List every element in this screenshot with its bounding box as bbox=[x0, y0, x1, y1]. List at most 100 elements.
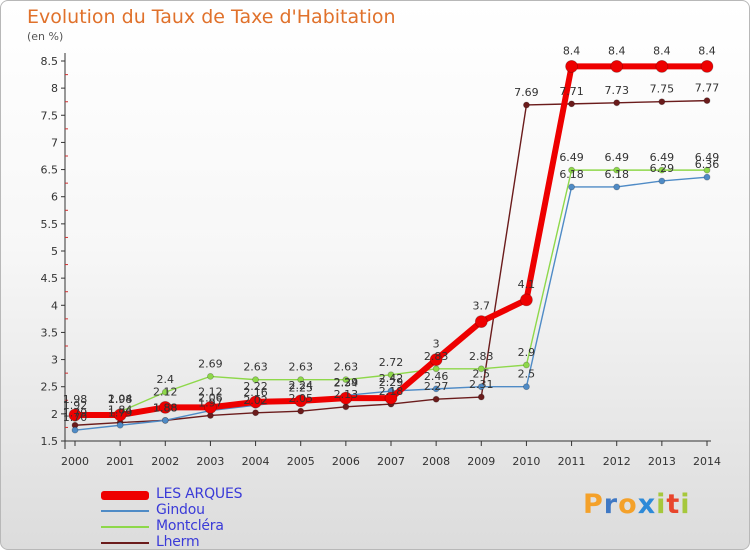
data-point-les-arques bbox=[429, 353, 443, 366]
data-label-montcl-ra: 2.63 bbox=[334, 361, 359, 374]
data-label-gindou: 2.42 bbox=[379, 372, 404, 385]
data-label-montcl-ra: 2.63 bbox=[288, 361, 313, 374]
data-label-les-arques: 1.98 bbox=[108, 393, 133, 406]
x-tick-label: 2014 bbox=[693, 455, 721, 468]
x-tick-label: 2004 bbox=[242, 455, 270, 468]
y-tick-label: 3.5 bbox=[41, 326, 59, 339]
data-point-lherm bbox=[523, 101, 530, 109]
data-label-les-arques: 8.4 bbox=[608, 44, 626, 57]
y-tick-label: 4.5 bbox=[41, 272, 59, 285]
data-point-montcl-ra bbox=[477, 365, 485, 373]
data-label-lherm: 2.18 bbox=[379, 385, 404, 398]
data-point-montcl-ra bbox=[161, 388, 169, 396]
y-tick-label: 1.5 bbox=[41, 435, 59, 448]
data-label-gindou: 2.34 bbox=[334, 376, 359, 389]
x-tick-label: 2008 bbox=[422, 455, 450, 468]
data-label-gindou: 2.46 bbox=[424, 370, 449, 383]
data-label-lherm: 7.75 bbox=[650, 83, 675, 96]
data-label-les-arques: 2.29 bbox=[334, 376, 359, 389]
data-label-montcl-ra: 6.49 bbox=[695, 151, 720, 164]
data-point-gindou bbox=[703, 173, 711, 181]
x-tick-label: 2005 bbox=[287, 455, 315, 468]
data-point-les-arques bbox=[249, 395, 262, 409]
legend-label-gindou: Gindou bbox=[156, 502, 205, 518]
data-label-gindou: 1.88 bbox=[153, 401, 178, 414]
data-point-lherm bbox=[658, 98, 666, 106]
logo-letter: t bbox=[666, 489, 681, 520]
data-point-gindou bbox=[613, 183, 621, 191]
x-tick-label: 2006 bbox=[332, 455, 360, 468]
logo-letter: x bbox=[637, 489, 657, 520]
data-label-gindou: 2.5 bbox=[473, 368, 491, 381]
data-label-lherm: 7.71 bbox=[559, 85, 584, 98]
data-label-gindou: 1.70 bbox=[63, 411, 88, 424]
y-tick-label: 5.5 bbox=[41, 218, 59, 231]
data-point-lherm bbox=[703, 97, 711, 105]
data-label-lherm: 1.79 bbox=[63, 406, 88, 419]
data-point-gindou bbox=[116, 421, 124, 429]
data-label-lherm: 7.69 bbox=[514, 86, 539, 99]
unit-label: (en %) bbox=[27, 30, 64, 43]
y-tick-label: 2.5 bbox=[41, 381, 59, 394]
data-label-lherm: 1.97 bbox=[198, 396, 223, 409]
data-label-lherm: 1.84 bbox=[108, 404, 133, 417]
data-point-les-arques bbox=[474, 315, 488, 328]
legend-label-les-arques: LES ARQUES bbox=[156, 486, 243, 502]
legend-label-lherm: Lherm bbox=[156, 534, 200, 550]
data-label-les-arques: 8.4 bbox=[653, 44, 671, 57]
data-point-les-arques bbox=[68, 408, 82, 422]
data-point-montcl-ra bbox=[613, 166, 621, 174]
data-point-les-arques bbox=[655, 60, 669, 73]
x-tick-label: 2003 bbox=[196, 455, 224, 468]
data-point-les-arques bbox=[294, 394, 308, 408]
data-label-gindou: 2.5 bbox=[518, 368, 536, 381]
data-label-lherm: 2.13 bbox=[334, 388, 359, 401]
data-label-montcl-ra: 6.49 bbox=[559, 151, 584, 164]
data-label-lherm: 1.88 bbox=[153, 401, 178, 414]
data-label-gindou: 1.79 bbox=[108, 406, 133, 419]
data-label-montcl-ra: 2.69 bbox=[198, 357, 223, 370]
data-label-les-arques: 2.29 bbox=[379, 376, 404, 389]
data-point-montcl-ra bbox=[568, 166, 575, 174]
data-point-les-arques bbox=[565, 60, 578, 73]
data-point-montcl-ra bbox=[703, 166, 711, 174]
data-label-gindou: 2.06 bbox=[198, 392, 223, 405]
legend-swatch-montclera bbox=[101, 526, 149, 528]
x-tick-label: 2011 bbox=[558, 455, 586, 468]
data-point-montcl-ra bbox=[297, 376, 305, 384]
logo-letter: o bbox=[618, 489, 638, 520]
data-label-lherm: 2.27 bbox=[424, 380, 449, 393]
data-point-lherm bbox=[568, 100, 575, 108]
y-tick-label: 7.5 bbox=[41, 109, 59, 122]
data-point-montcl-ra bbox=[342, 376, 350, 384]
logo-letter: i bbox=[680, 489, 691, 520]
legend-swatch-les-arques bbox=[101, 490, 149, 500]
data-label-montcl-ra: 2.4 bbox=[157, 373, 175, 386]
data-label-gindou: 6.36 bbox=[695, 158, 720, 171]
x-tick-label: 2002 bbox=[151, 455, 179, 468]
data-point-gindou bbox=[658, 177, 666, 185]
data-point-gindou bbox=[568, 183, 575, 191]
data-label-les-arques: 3 bbox=[433, 338, 440, 351]
data-point-gindou bbox=[432, 385, 440, 393]
data-label-les-arques: 2.12 bbox=[153, 385, 178, 398]
chart-title: Evolution du Taux de Taxe d'Habitation bbox=[27, 6, 396, 28]
data-label-gindou: 6.18 bbox=[604, 168, 629, 181]
data-label-montcl-ra: 6.49 bbox=[604, 151, 629, 164]
data-label-les-arques: 1.98 bbox=[63, 393, 88, 406]
data-label-les-arques: 8.4 bbox=[698, 44, 716, 57]
y-tick-label: 4 bbox=[51, 299, 58, 312]
x-tick-label: 2007 bbox=[377, 455, 405, 468]
data-label-montcl-ra: 2.83 bbox=[469, 350, 494, 363]
x-tick-label: 2013 bbox=[648, 455, 676, 468]
data-label-gindou: 6.18 bbox=[559, 168, 584, 181]
data-point-montcl-ra bbox=[658, 166, 666, 174]
y-tick-label: 6.5 bbox=[41, 164, 59, 177]
data-point-lherm bbox=[477, 393, 485, 401]
y-tick-label: 3 bbox=[51, 354, 58, 367]
data-point-les-arques bbox=[113, 408, 127, 422]
data-label-les-arques: 2.24 bbox=[288, 379, 313, 392]
data-point-les-arques bbox=[204, 400, 217, 414]
data-point-lherm bbox=[432, 395, 440, 403]
